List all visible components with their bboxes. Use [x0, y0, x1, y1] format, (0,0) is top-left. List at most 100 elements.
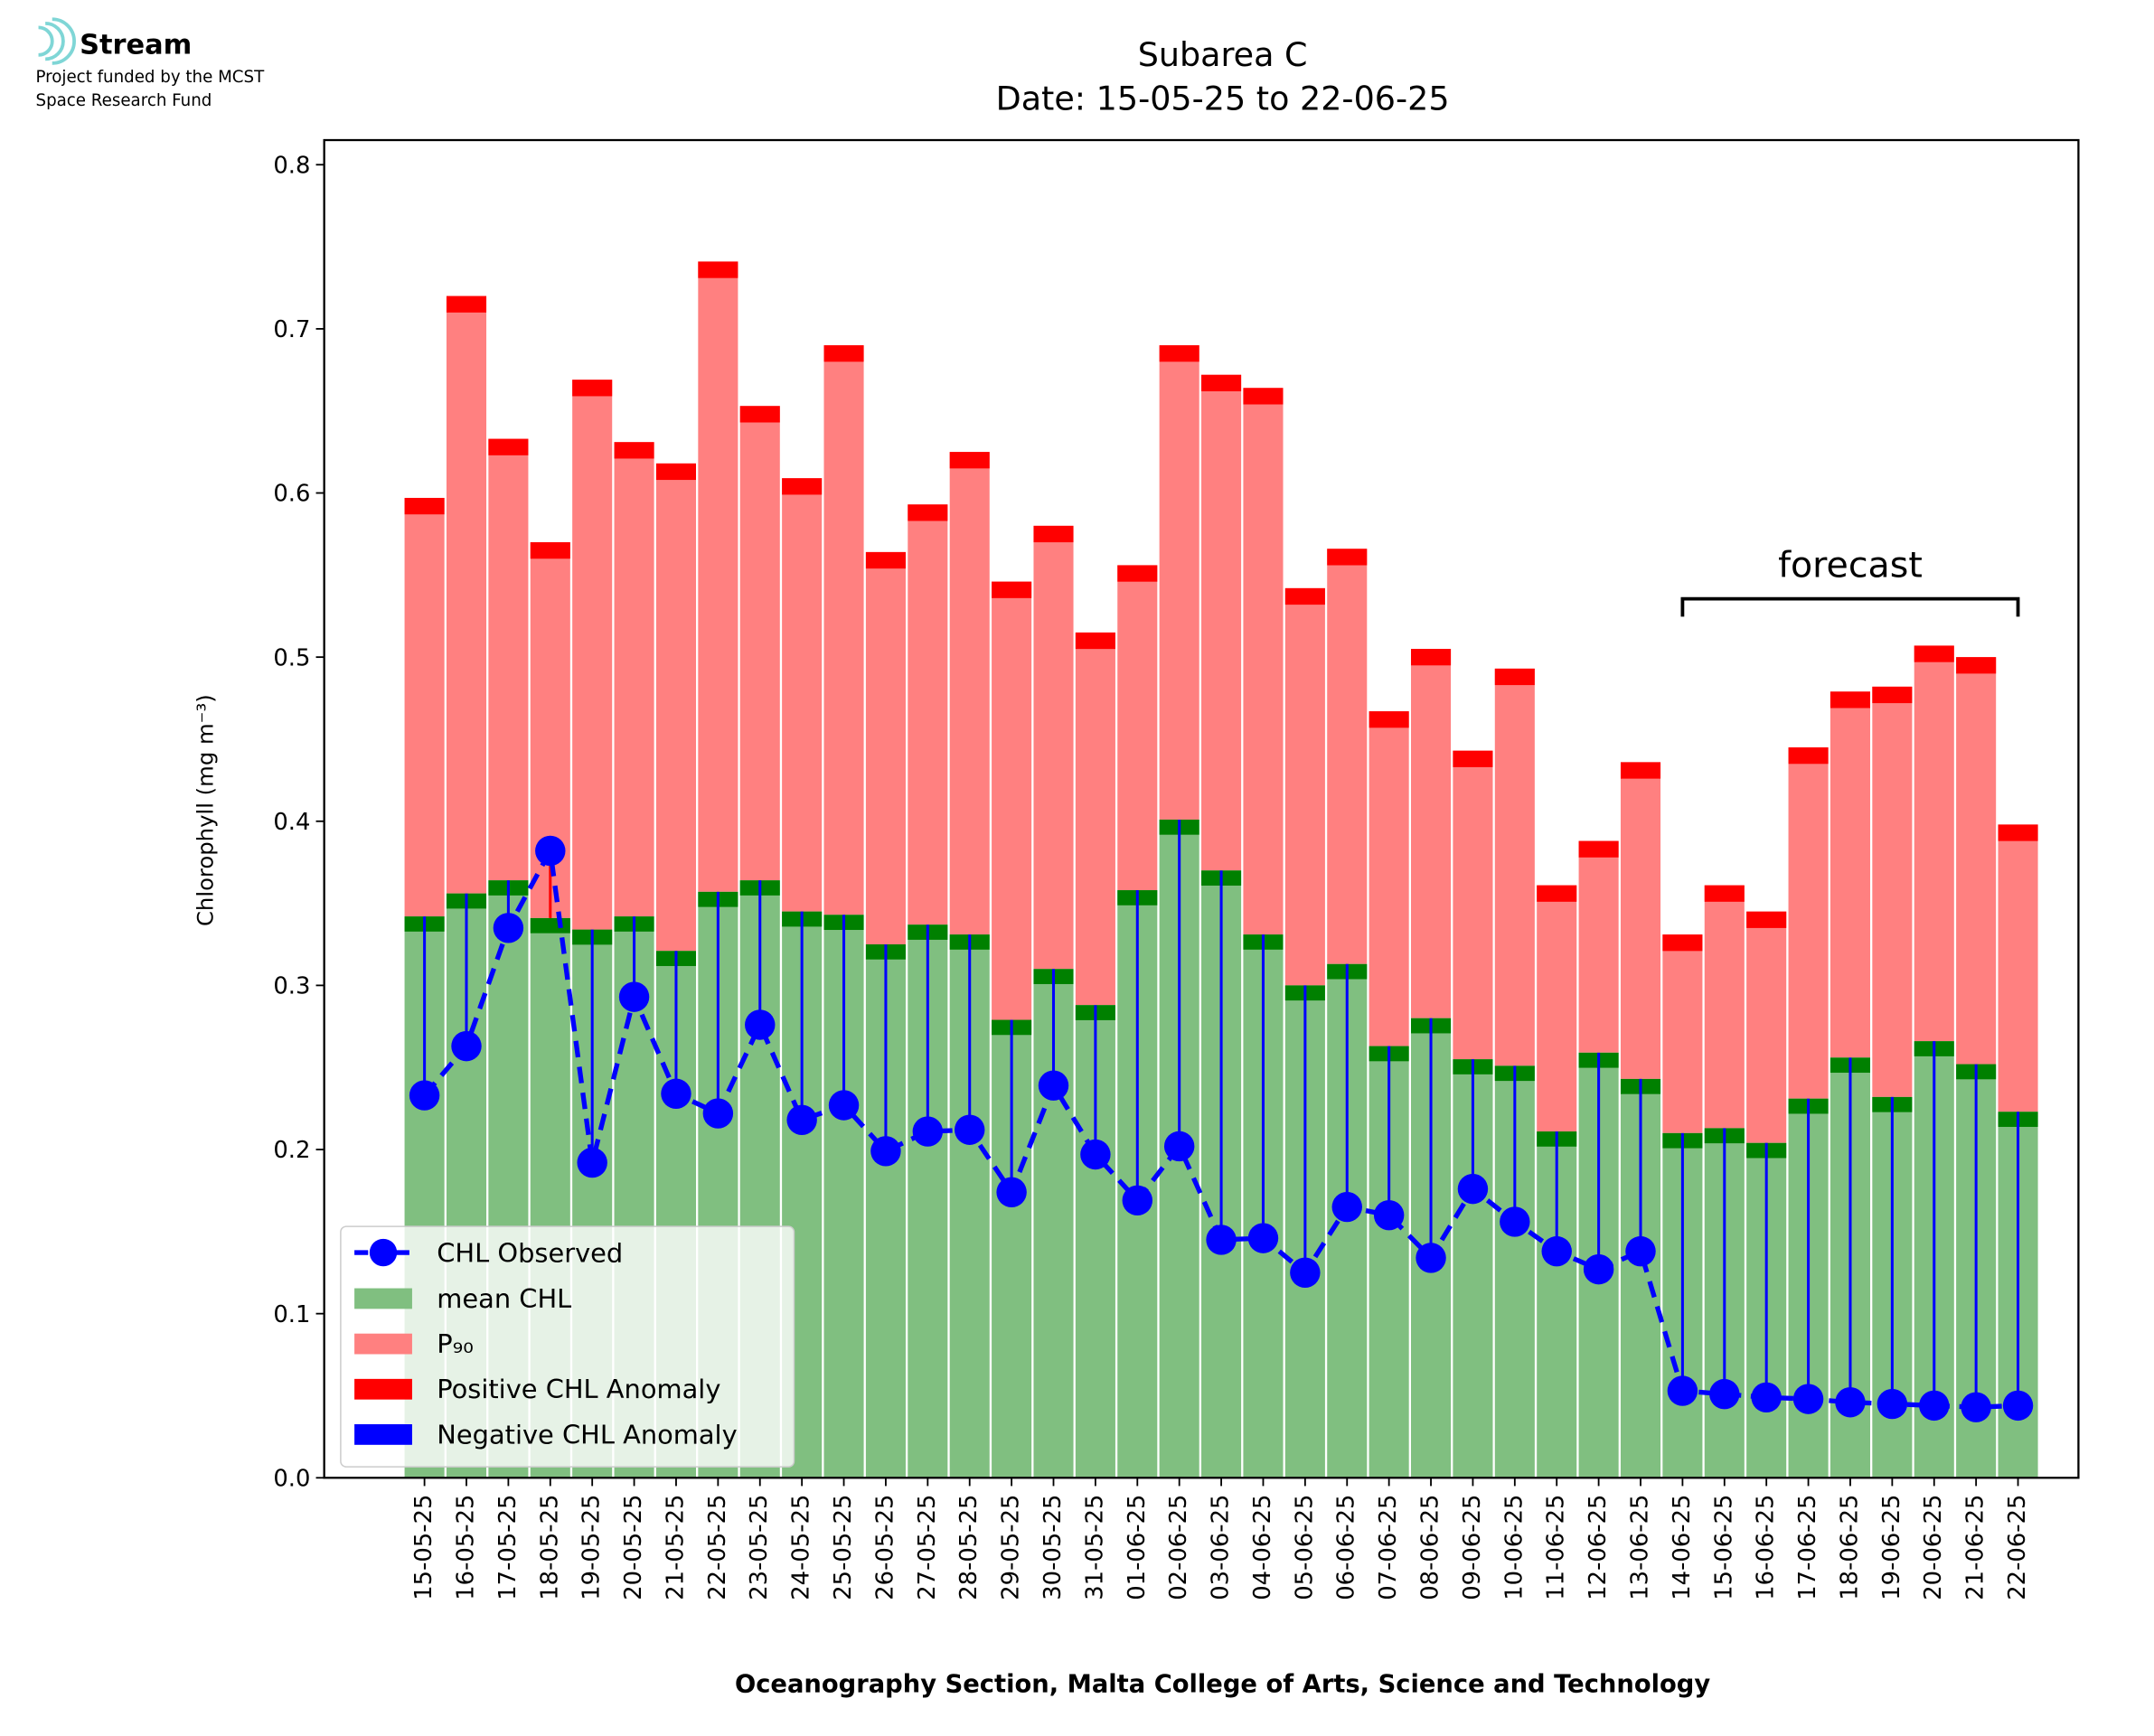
observed-point [996, 1177, 1027, 1207]
p90-bar [1578, 840, 1619, 1053]
y-tick-label: 0.0 [273, 1465, 310, 1492]
x-tick-label: 28-05-25 [955, 1495, 983, 1600]
p90-bar [1201, 374, 1242, 871]
p90-band [1746, 911, 1787, 928]
p90-bar [782, 478, 823, 912]
p90-band [655, 463, 697, 481]
p90-band [1998, 824, 2038, 841]
x-tick-label: 11-06-25 [1543, 1495, 1570, 1600]
x-tick-label: 16-06-25 [1753, 1495, 1780, 1600]
p90-band [1914, 645, 1954, 662]
p90-band [782, 478, 823, 495]
p90-band [446, 296, 487, 313]
legend-label: Negative CHL Anomaly [437, 1419, 737, 1450]
plot-frame [323, 138, 2080, 1479]
observed-point [1835, 1387, 1866, 1418]
x-tick-label: 04-06-25 [1249, 1495, 1276, 1600]
p90-bar [949, 452, 990, 935]
annotation: forecast [1778, 544, 1923, 586]
observed-point [451, 1030, 482, 1062]
x-tick-label: 06-06-25 [1333, 1495, 1360, 1600]
observed-point [1583, 1253, 1614, 1285]
x-tick-label: 12-06-25 [1585, 1495, 1612, 1600]
p90-band [1578, 840, 1619, 858]
observed-point [1163, 1131, 1195, 1162]
legend-box [340, 1225, 795, 1468]
p90-bar [1033, 525, 1074, 970]
x-tick-label: 24-05-25 [788, 1495, 815, 1600]
observed-point [577, 1147, 607, 1178]
x-tick-label: 26-05-25 [871, 1495, 898, 1600]
p90-band [1662, 934, 1703, 952]
x-tick-label: 17-05-25 [494, 1495, 522, 1600]
p90-bar [446, 296, 487, 894]
p90-band [823, 345, 864, 362]
legend-label: mean CHL [437, 1283, 571, 1314]
p90-band [698, 261, 738, 278]
y-tick-label: 0.5 [273, 644, 310, 671]
mean-band [530, 917, 570, 934]
p90-bar [1159, 345, 1199, 820]
p90-bar [698, 261, 738, 892]
observed-point [493, 913, 524, 943]
legend-handle [354, 1333, 412, 1355]
x-tick-label: 30-05-25 [1039, 1495, 1067, 1600]
p90-bar [1956, 657, 1997, 1065]
p90-bar [1243, 388, 1284, 935]
observed-point [1792, 1384, 1824, 1414]
observed-point [1919, 1390, 1950, 1422]
observed-point [1751, 1382, 1782, 1412]
p90-band [530, 542, 570, 559]
p90-band [1788, 747, 1829, 765]
p90-band [404, 497, 445, 515]
x-axis-label: Oceanography Section, Malta College of A… [735, 1670, 1710, 1698]
logo-line: Space Research Fund [36, 91, 212, 110]
p90-bar [572, 380, 613, 930]
legend-handle [354, 1424, 412, 1445]
p90-band [572, 380, 613, 397]
legend: CHL Observed mean CHL P₉₀ Positive CHL Anom… [340, 1225, 795, 1468]
logo-line: Project funded by the MCST [36, 68, 266, 87]
observed-point [1122, 1185, 1153, 1216]
y-axis-label: Chlorophyll (mg m⁻³) [193, 694, 219, 926]
p90-bar [1704, 885, 1745, 1129]
p90-band [1453, 750, 1493, 767]
p90-bar [992, 581, 1032, 1020]
x-tick-label: 27-05-25 [914, 1495, 941, 1600]
p90-band [614, 442, 654, 459]
logo-name: Stream [80, 29, 192, 61]
x-tick-label: 10-06-25 [1500, 1495, 1528, 1600]
chart-subtitle: Date: 15-05-25 to 22-06-25 [996, 80, 1450, 118]
p90-band [992, 581, 1032, 598]
x-tick-label: 07-06-25 [1375, 1495, 1402, 1600]
observed-point [1331, 1191, 1362, 1223]
p90-band [1327, 549, 1368, 566]
observed-point [702, 1098, 734, 1129]
p90-band [1075, 632, 1115, 650]
observed-point [1038, 1070, 1069, 1101]
p90-bar [823, 345, 864, 915]
forecast-bracket [1680, 596, 2020, 617]
observed-point [912, 1116, 944, 1147]
x-tick-label: 16-05-25 [453, 1495, 480, 1600]
p90-band [1411, 649, 1452, 666]
x-tick-label: 20-06-25 [1920, 1495, 1947, 1600]
p90-bar [865, 551, 906, 944]
x-tick-label: 09-06-25 [1459, 1495, 1486, 1600]
observed-point [828, 1090, 860, 1121]
x-tick-label: 15-06-25 [1710, 1495, 1737, 1600]
observed-point [1416, 1243, 1446, 1273]
p90-band [1494, 668, 1535, 686]
p90-bar [655, 463, 697, 952]
legend-handle [369, 1238, 398, 1267]
logo-icon [38, 17, 76, 65]
legend-label: CHL Observed [437, 1238, 623, 1269]
x-tick-label: 29-05-25 [998, 1495, 1025, 1600]
x-tick-label: 19-06-25 [1878, 1495, 1905, 1600]
p90-bar [1284, 587, 1325, 986]
p90-bar [908, 504, 948, 925]
x-tick-label: 13-06-25 [1627, 1495, 1654, 1600]
y-tick-label: 0.1 [273, 1301, 310, 1328]
observed-point [1373, 1199, 1405, 1231]
p90-bar [1620, 762, 1661, 1079]
